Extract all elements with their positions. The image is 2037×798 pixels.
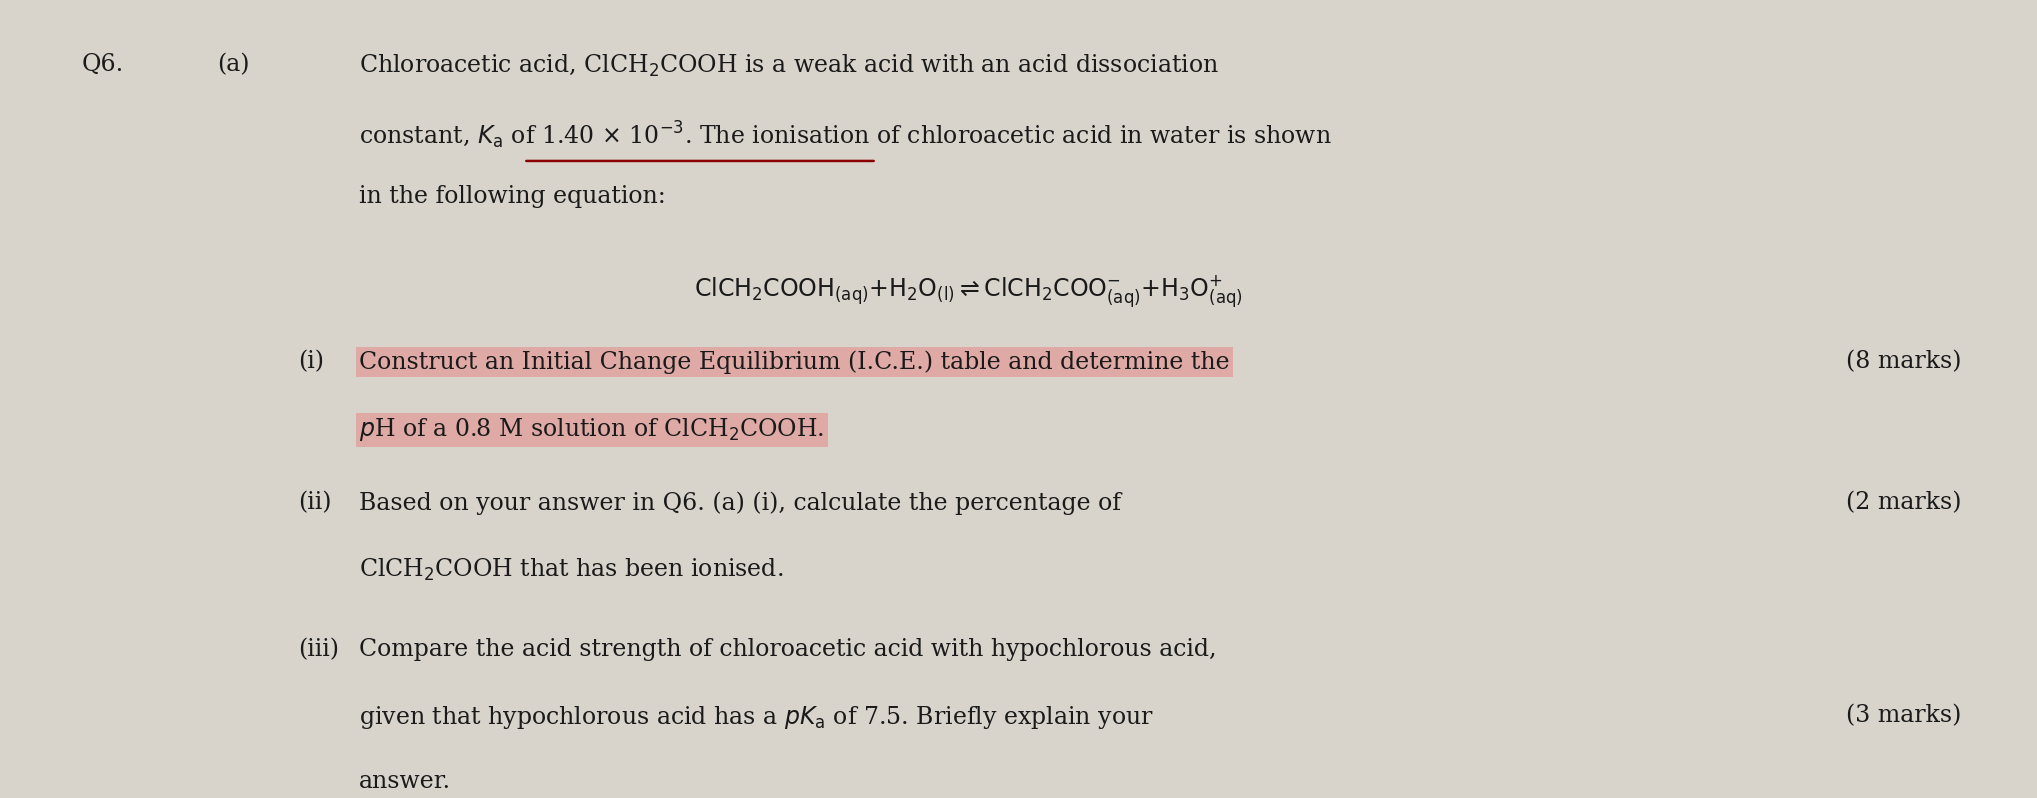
Text: (a): (a) xyxy=(218,53,251,76)
Text: (i): (i) xyxy=(297,350,324,373)
Text: (iii): (iii) xyxy=(297,638,340,661)
Text: (ii): (ii) xyxy=(297,491,332,514)
Text: answer.: answer. xyxy=(359,770,452,793)
Text: Q6.: Q6. xyxy=(81,53,124,76)
Text: ClCH$_2$COOH that has been ionised.: ClCH$_2$COOH that has been ionised. xyxy=(359,557,784,583)
Text: given that hypochlorous acid has a $p$$K_\mathrm{a}$ of 7.5. Briefly explain you: given that hypochlorous acid has a $p$$K… xyxy=(359,704,1155,731)
Text: (2 marks): (2 marks) xyxy=(1846,491,1962,514)
Text: Compare the acid strength of chloroacetic acid with hypochlorous acid,: Compare the acid strength of chloroaceti… xyxy=(359,638,1216,661)
Text: constant, $K_\mathrm{a}$ of 1.40 $\times$ 10$^{-3}$. The ionisation of chloroace: constant, $K_\mathrm{a}$ of 1.40 $\times… xyxy=(359,120,1332,151)
Text: (8 marks): (8 marks) xyxy=(1846,350,1962,373)
Text: $\mathrm{ClCH_2COOH_{(aq)}}$$ + $$\mathrm{H_2O_{(l)}}$$ \rightleftharpoons $$\ma: $\mathrm{ClCH_2COOH_{(aq)}}$$ + $$\mathr… xyxy=(695,274,1243,310)
Text: Construct an Initial Change Equilibrium (I.C.E.) table and determine the: Construct an Initial Change Equilibrium … xyxy=(359,350,1230,373)
Text: Chloroacetic acid, ClCH$_2$COOH is a weak acid with an acid dissociation: Chloroacetic acid, ClCH$_2$COOH is a wea… xyxy=(359,53,1220,79)
Text: Based on your answer in Q6. (a) (i), calculate the percentage of: Based on your answer in Q6. (a) (i), cal… xyxy=(359,491,1120,515)
Text: in the following equation:: in the following equation: xyxy=(359,185,666,208)
Text: (3 marks): (3 marks) xyxy=(1846,704,1962,727)
Text: $p$H of a 0.8 M solution of ClCH$_2$COOH.: $p$H of a 0.8 M solution of ClCH$_2$COOH… xyxy=(359,417,825,444)
